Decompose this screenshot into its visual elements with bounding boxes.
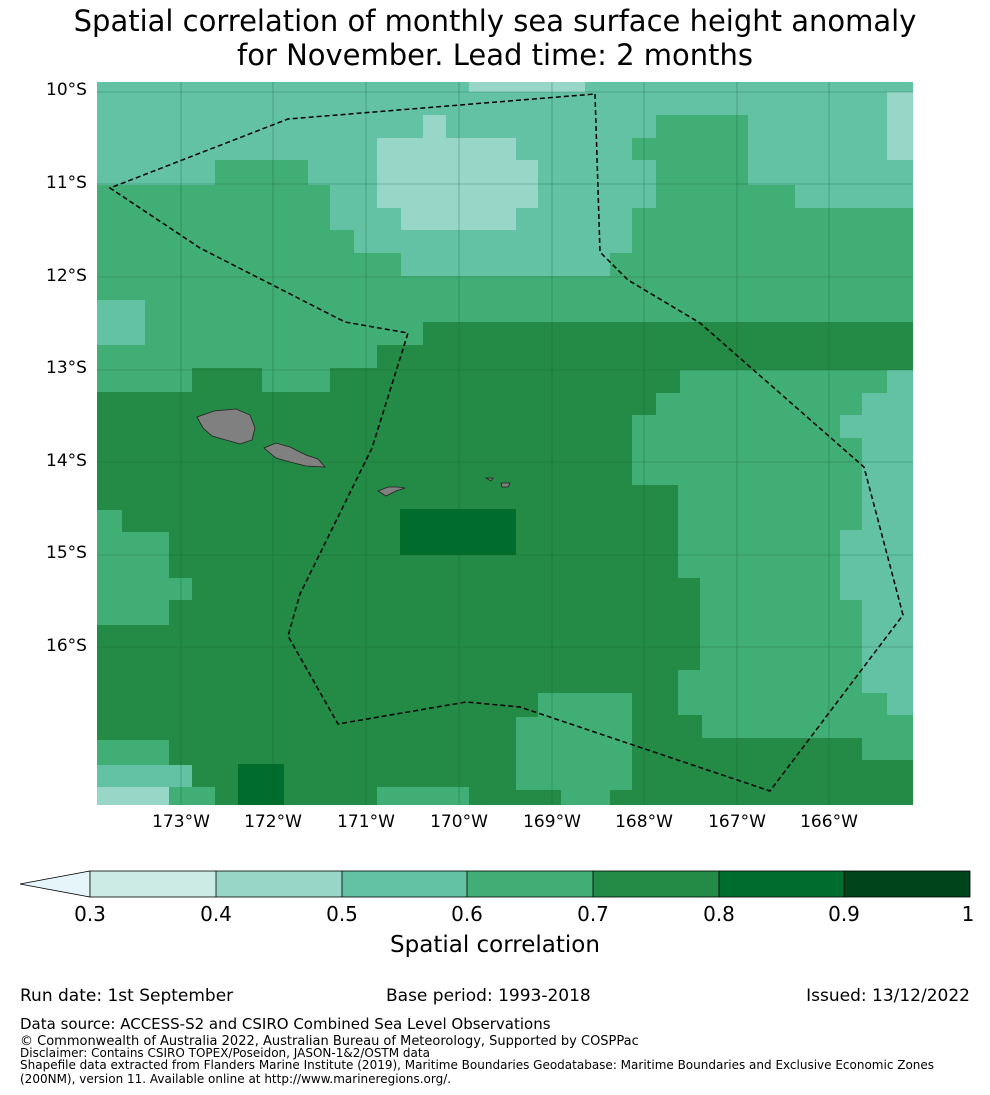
- lat-label: 10°S: [46, 80, 87, 100]
- gridlines: [97, 82, 913, 805]
- island-tau: [500, 482, 511, 488]
- correlation-map: [97, 82, 913, 805]
- island-savaii: [196, 408, 256, 445]
- colorbar-tick: 0.5: [326, 902, 358, 926]
- field-patch: [192, 787, 215, 805]
- colorbar: [19, 870, 971, 898]
- lon-label: 173°W: [152, 812, 210, 832]
- field-patch: [262, 368, 330, 392]
- eez-boundary: [108, 93, 904, 792]
- issued-date: Issued: 13/12/2022: [806, 986, 970, 1006]
- colorbar-label: Spatial correlation: [390, 932, 600, 958]
- land-masses: [196, 408, 511, 497]
- lat-label: 13°S: [46, 358, 87, 378]
- field-patch: [840, 370, 913, 715]
- colorbar-segment: [844, 871, 970, 897]
- lon-label: 167°W: [708, 812, 766, 832]
- map-title-line1: Spatial correlation of monthly sea surfa…: [73, 4, 917, 38]
- field-patch: [377, 787, 469, 805]
- colorbar-tick: 0.7: [577, 902, 609, 926]
- colorbar-tick: 0.6: [451, 902, 483, 926]
- lat-label: 16°S: [46, 636, 87, 656]
- field-patch: [97, 368, 192, 392]
- field-patch: [97, 787, 169, 805]
- map-title-line2: for November. Lead time: 2 months: [236, 38, 754, 72]
- field-patch-high: [400, 509, 516, 555]
- colorbar-segment: [467, 871, 593, 897]
- field-patch: [97, 510, 192, 625]
- colorbar-tick: 1: [961, 902, 975, 926]
- field-patch-high: [238, 764, 284, 805]
- island-upolu: [263, 442, 326, 468]
- colorbar-tick: 0.4: [200, 902, 232, 926]
- colorbar-segment: [719, 871, 844, 897]
- field-patch: [377, 115, 538, 230]
- field-patch: [632, 370, 913, 760]
- shapefile-credit-2: (200NM), version 11. Available online at…: [20, 1072, 452, 1086]
- field-patch: [97, 300, 145, 345]
- field-patch: [469, 82, 585, 92]
- lon-label: 172°W: [244, 812, 302, 832]
- lon-label: 170°W: [430, 812, 488, 832]
- disclaimer: Disclaimer: Contains CSIRO TOPEX/Poseido…: [20, 1046, 430, 1060]
- base-period: Base period: 1993-2018: [386, 986, 591, 1006]
- lon-label: 169°W: [523, 812, 581, 832]
- shapefile-credit: Shapefile data extracted from Flanders M…: [20, 1058, 935, 1072]
- lon-label: 166°W: [800, 812, 858, 832]
- colorbar-tick: 0.3: [74, 902, 106, 926]
- lat-label: 12°S: [46, 266, 87, 286]
- lon-label: 171°W: [337, 812, 395, 832]
- colorbar-segment: [593, 871, 719, 897]
- colorbar-tick: 0.8: [703, 902, 735, 926]
- colorbar-segment: [90, 871, 216, 897]
- island-ofu: [484, 477, 494, 482]
- island-tutuila: [377, 486, 406, 497]
- copyright: © Commonwealth of Australia 2022, Austra…: [20, 1034, 639, 1049]
- colorbar-tick: 0.9: [828, 902, 860, 926]
- run-date: Run date: 1st September: [20, 986, 234, 1006]
- lat-label: 14°S: [46, 451, 87, 471]
- lon-label: 168°W: [615, 812, 673, 832]
- field-patch: [97, 322, 913, 805]
- field-patch: [516, 693, 632, 805]
- lat-label: 11°S: [46, 173, 87, 193]
- colorbar-segment: [216, 871, 342, 897]
- colorbar-segment: [342, 871, 467, 897]
- data-source: Data source: ACCESS-S2 and CSIRO Combine…: [20, 1015, 551, 1033]
- lat-label: 15°S: [46, 543, 87, 563]
- colorbar-extend: [19, 870, 91, 898]
- field-patch: [887, 92, 913, 160]
